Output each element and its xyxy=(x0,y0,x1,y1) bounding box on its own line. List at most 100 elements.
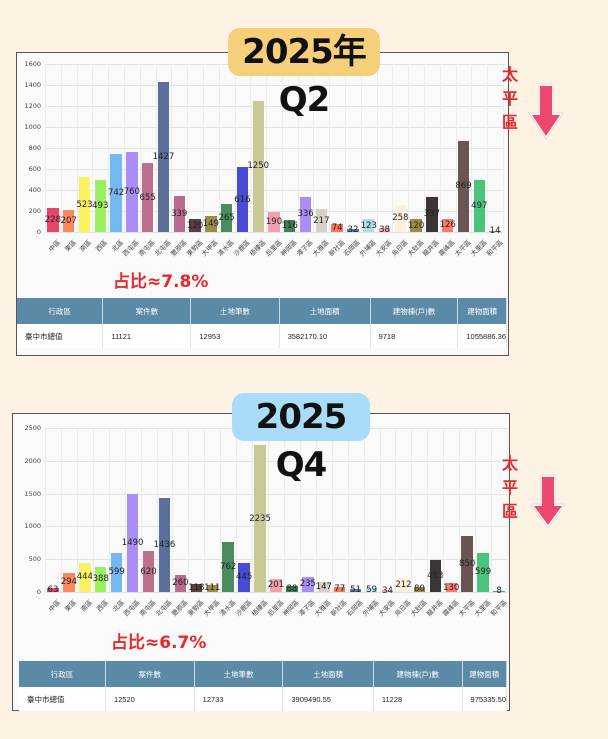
bar-value-label: 120 xyxy=(408,220,425,231)
bar-value-label: 260 xyxy=(172,578,189,589)
bar-北區 xyxy=(110,154,122,232)
grid-line xyxy=(92,428,94,592)
grid-line xyxy=(427,428,429,592)
bar-東勢區 xyxy=(190,584,203,592)
x-tick-label: 和平區 xyxy=(488,598,509,618)
grid-line xyxy=(45,127,503,128)
summary-table-q4: 行政區 案件數 土地筆數 土地面積 建物棟(戶)數 建物面積 臺中市總值 125… xyxy=(19,661,508,711)
bar-value-label: 235 xyxy=(299,579,316,590)
grid-line xyxy=(392,64,394,232)
x-tick-label: 沙鹿區 xyxy=(233,598,254,618)
bar-新社區 xyxy=(331,224,343,232)
y-tick-label: 1000 xyxy=(24,123,41,131)
table-cell: 臺中市總值 xyxy=(17,324,104,348)
y-tick-label: 400 xyxy=(28,186,41,194)
grid-line xyxy=(315,428,317,592)
bar-value-label: 869 xyxy=(455,181,472,192)
grid-line xyxy=(218,64,220,232)
grid-line xyxy=(45,169,503,170)
grid-line xyxy=(92,64,94,232)
grid-line xyxy=(297,64,299,232)
bar-value-label: 14 xyxy=(489,226,501,237)
share-text-q4: 占比≈6.7% xyxy=(111,633,207,653)
grid-line xyxy=(45,106,503,107)
bar-東區 xyxy=(63,210,75,232)
bar-沙鹿區 xyxy=(238,562,250,592)
col-header: 案件數 xyxy=(105,661,195,687)
summary-table-q2: 行政區 案件數 土地筆數 土地面積 建物棟(戶)數 建物面積 臺中市總值 111… xyxy=(17,298,507,348)
bar-和平區 xyxy=(493,590,505,592)
y-tick-label: 800 xyxy=(28,144,41,152)
grid-line xyxy=(155,64,157,232)
bar-大甲區 xyxy=(205,216,217,232)
grid-line xyxy=(45,592,507,593)
y-tick-label: 1400 xyxy=(24,81,41,89)
grid-line xyxy=(439,64,441,232)
grid-line xyxy=(139,64,141,232)
bar-豐原區 xyxy=(174,574,187,592)
bar-北屯區 xyxy=(157,82,170,232)
bar-value-label: 762 xyxy=(220,562,237,572)
bar-value-label: 207 xyxy=(60,216,77,227)
bar-value-label: 2235 xyxy=(249,513,271,524)
x-tick-label: 大里區 xyxy=(472,598,493,618)
grid-line xyxy=(123,64,125,232)
grid-line xyxy=(360,64,362,232)
x-axis-labels-q2: 中區 東區 南區 西區 北區 西屯區 南屯區 北屯區 豐原區 東勢區 大甲區 清水區 沙鹿區 梧棲區 后里區… xyxy=(45,235,504,265)
bar-value-label: 444 xyxy=(76,572,93,583)
bar-value-label: 80 xyxy=(413,584,425,595)
col-header: 建物棟(戶)數 xyxy=(373,661,463,687)
table-row: 臺中市總值 12520 12733 3909490.55 11228 97533… xyxy=(19,687,508,711)
col-header: 土地面積 xyxy=(279,298,371,324)
grid-line xyxy=(331,428,333,592)
table-cell: 3909490.55 xyxy=(282,687,374,711)
grid-line xyxy=(475,428,477,592)
y-tick-label: 0 xyxy=(36,588,41,596)
bar-value-label: 212 xyxy=(395,580,412,591)
table-row: 臺中市總值 11121 12953 3582170.10 9718 105588… xyxy=(17,324,507,348)
bar-value-label: 51 xyxy=(350,585,362,596)
bar-南屯區 xyxy=(142,551,155,592)
bar-value-label: 850 xyxy=(459,559,476,570)
y-tick-label: 1200 xyxy=(24,102,41,110)
bar-value-label: 599 xyxy=(108,567,125,578)
bar-神岡區 xyxy=(284,219,296,232)
bar-value-label: 258 xyxy=(392,213,409,224)
grid-line xyxy=(76,64,78,232)
bar-value-label: 760 xyxy=(123,187,140,198)
bar-value-label: 599 xyxy=(474,567,492,578)
bar-西屯區 xyxy=(126,152,138,232)
bar-沙鹿區 xyxy=(236,167,249,232)
bar-value-label: 116 xyxy=(281,220,298,231)
bar-東區 xyxy=(63,572,75,592)
col-header: 行政區 xyxy=(17,298,104,324)
grid-line xyxy=(60,64,62,232)
bar-value-label: 190 xyxy=(265,217,283,228)
bar-value-label: 1436 xyxy=(153,539,176,550)
bar-value-label: 201 xyxy=(267,580,285,591)
bar-value-label: 32 xyxy=(347,225,359,236)
bar-潭子區 xyxy=(299,196,312,232)
chart-panel-q2: 0 200 400 600 800 1000 1200 1400 1600 228 207 523 49… xyxy=(16,52,564,356)
bar-value-label: 336 xyxy=(297,209,314,220)
bar-value-label: 523 xyxy=(76,199,93,210)
chart-panel-q4: 0 500 1000 1500 2000 2500 63 294 444 388 599 1490 62… xyxy=(12,413,566,711)
bar-烏日區 xyxy=(394,204,407,232)
bar-value-label: 111 xyxy=(204,583,221,594)
bar-value-label: 77 xyxy=(334,584,346,595)
grid-line xyxy=(313,64,315,232)
grid-line xyxy=(252,428,254,592)
bar-后里區 xyxy=(268,212,280,232)
bar-石岡區 xyxy=(347,228,359,232)
grid-line xyxy=(424,64,426,232)
grid-line xyxy=(329,64,331,232)
y-tick-label: 2000 xyxy=(24,456,41,465)
table-cell: 3582170.10 xyxy=(279,324,371,348)
x-tick-label: 南區 xyxy=(78,238,94,254)
grid-line xyxy=(347,428,349,592)
bar-value-label: 265 xyxy=(218,213,235,224)
grid-line xyxy=(345,64,347,232)
table-cell: 11228 xyxy=(373,687,463,711)
y-tick-label: 2500 xyxy=(24,424,41,432)
grid-line xyxy=(408,64,410,232)
